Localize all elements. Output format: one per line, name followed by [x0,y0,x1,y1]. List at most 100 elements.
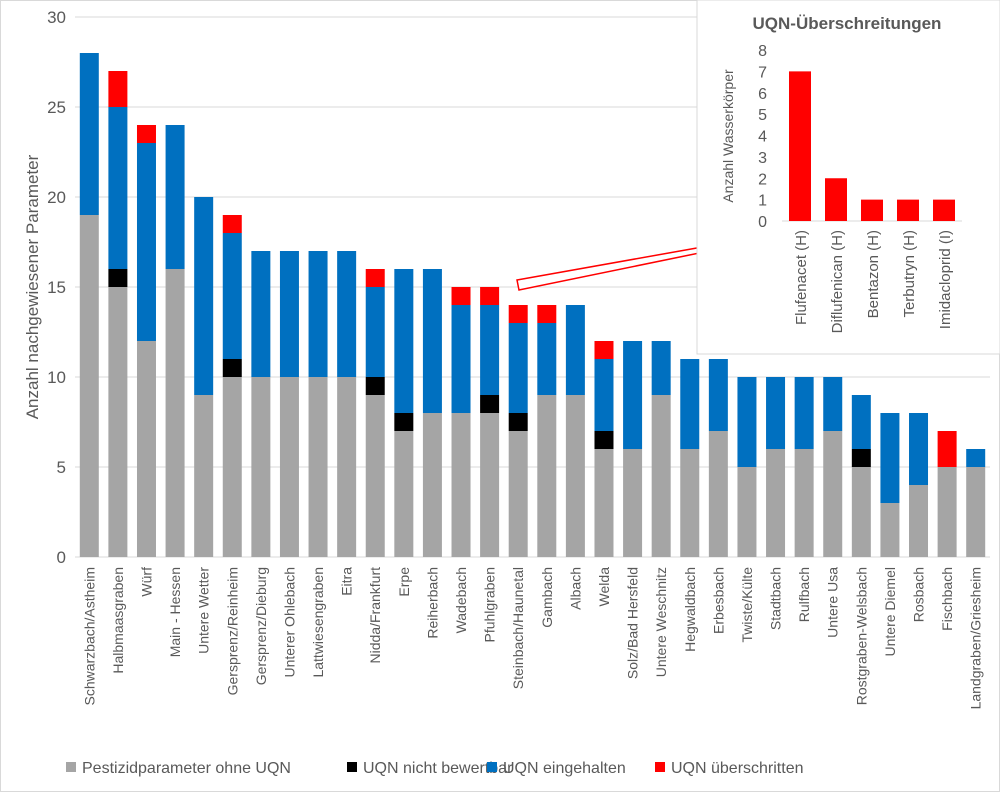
y-tick-label: 0 [57,548,66,567]
inset-panel [696,0,1000,355]
bar-segment [737,377,757,467]
x-tick-label: Unterer Ohlebach [281,567,297,678]
x-tick-label: Rostgraben-Welsbach [853,567,869,705]
x-tick-label: Albach [567,567,583,610]
inset-y-tick-label: 2 [758,171,767,188]
y-tick-label: 15 [47,278,66,297]
bar-segment [79,215,99,557]
inset-y-tick-label: 6 [758,86,767,103]
x-tick-label: Rulfbach [796,567,812,622]
bar-segment [337,377,357,557]
bar-segment [823,431,843,557]
legend-label: UQN überschritten [671,760,804,777]
inset-x-tick-label: Terbutryn (H) [901,230,918,318]
x-tick-label: Solz/Bad Hersfeld [625,567,641,679]
inset-bar [789,71,811,221]
legend-swatch [487,762,497,772]
inset-bar [861,199,883,221]
x-tick-label: Stadtbach [768,567,784,630]
bar-segment [279,251,299,377]
bar-segment [108,71,128,107]
x-tick-label: Pfuhlgraben [482,567,498,643]
bar-segment [537,305,557,323]
x-tick-label: Lattwiesengraben [310,567,326,678]
bar-segment [308,377,328,557]
x-tick-label: Erbesbach [710,567,726,634]
bar-segment [794,377,814,449]
bar-segment [108,107,128,269]
inset-title: UQN-Überschreitungen [753,14,942,33]
bar-segment [165,269,185,557]
bar-segment [594,449,614,557]
bar-segment [966,467,986,557]
bar-segment [623,449,643,557]
x-tick-label: Untere Wetter [196,567,212,654]
x-tick-label: Eitra [339,567,355,596]
inset-chart: 0 1 2 3 4 5 6 7 8 Flufenacet (H) Diflufenican (H) B… [758,43,962,333]
inset-y-tick-label: 1 [758,193,767,210]
bar-segment [136,125,156,143]
bar-segment [308,251,328,377]
x-tick-label: Twiste/Külte [739,567,755,643]
bar-segment [365,395,385,557]
bar-segment [880,503,900,557]
callout-arrow [516,236,724,291]
y-tick-label: 20 [47,188,66,207]
bar-segment [480,305,500,395]
x-tick-label: Gambach [539,567,555,628]
x-tick-label: Welda [596,567,612,607]
inset-x-tick-label: Flufenacet (H) [793,230,810,325]
inset-y-tick-label: 3 [758,150,767,167]
bar-segment [422,269,442,413]
bar-segment [794,449,814,557]
bar-segment [222,359,242,377]
legend-label: Pestizidparameter ohne UQN [82,760,291,777]
inset-y-tick-label: 0 [758,214,767,231]
inset-bar [825,178,847,221]
inset-x-tick-label: Imidacloprid (I) [937,230,954,329]
legend-label: UQN eingehalten [503,760,626,777]
bar-segment [937,431,957,467]
bar-segment [79,53,99,215]
x-tick-label: Untere Usa [825,567,841,638]
x-tick-label: Schwarzbach/Astheim [81,567,97,706]
bar-segment [451,305,471,413]
bar-segment [508,323,528,413]
bar-segment [565,395,585,557]
x-tick-label: Wadebach [453,567,469,633]
x-tick-labels: Schwarzbach/Astheim Halbmaasgraben Würf Mai… [81,567,983,710]
y-tick-label: 30 [47,8,66,27]
inset-x-tick-label: Bentazon (H) [865,230,882,318]
x-tick-label: Reiherbach [424,567,440,639]
bar-segment [136,341,156,557]
legend-swatch [66,762,76,772]
legend-label: UQN nicht bewertbar [363,760,513,777]
bar-segment [651,341,671,395]
bar-segment [394,413,414,431]
bar-segment [108,269,128,287]
y-tick-label: 5 [57,458,66,477]
bar-segment [365,287,385,377]
bar-segment [909,485,929,557]
bar-segment [451,413,471,557]
inset-y-axis-label: Anzahl Wasserkörper [720,69,736,203]
bar-segment [480,395,500,413]
bar-segment [222,215,242,233]
bar-segment [337,251,357,377]
y-tick-labels: 0 5 10 15 20 25 30 [47,8,66,567]
x-tick-label: Main - Hessen [167,567,183,657]
bar-segment [222,233,242,359]
bar-segment [394,431,414,557]
bar-segment [194,197,214,395]
inset-bar [933,199,955,221]
x-tick-label: Hegwaldbach [682,567,698,652]
bar-segment [851,467,871,557]
legend: Pestizidparameter ohne UQN UQN nicht bewe… [66,760,804,777]
bar-segment [451,287,471,305]
bar-segment [279,377,299,557]
bar-segment [966,449,986,467]
bar-segment [909,413,929,485]
bar-segment [422,413,442,557]
bar-segment [708,359,728,431]
x-tick-label: Halbmaasgraben [110,567,126,674]
